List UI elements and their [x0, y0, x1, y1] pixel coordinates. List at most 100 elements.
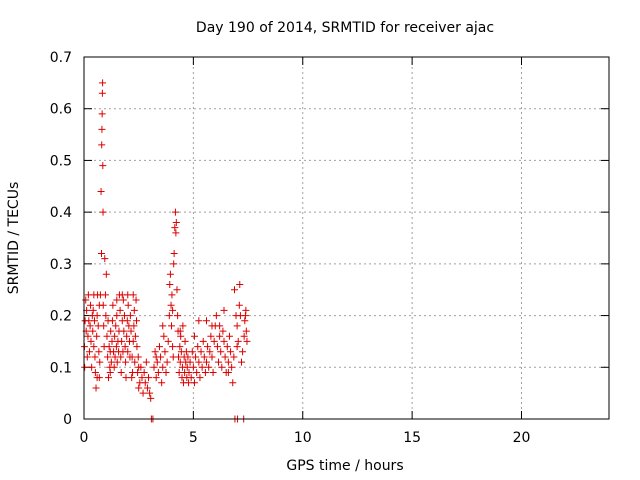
data-point [218, 363, 226, 371]
data-point [200, 353, 208, 361]
data-point [146, 389, 154, 397]
data-point [89, 327, 97, 335]
data-point [152, 353, 160, 361]
data-point [84, 332, 92, 340]
data-point [239, 348, 247, 356]
data-point [171, 208, 179, 216]
data-point [212, 312, 220, 320]
data-point [242, 327, 250, 335]
data-point [183, 363, 191, 371]
data-point [197, 348, 205, 356]
data-point [88, 363, 96, 371]
data-point [104, 353, 112, 361]
data-point [241, 317, 249, 325]
data-point [138, 374, 146, 382]
data-point [100, 322, 108, 330]
data-point [219, 327, 227, 335]
data-point [93, 312, 101, 320]
data-point [161, 348, 169, 356]
data-point [98, 141, 106, 149]
data-point [145, 374, 153, 382]
x-tick-label: 5 [189, 430, 198, 446]
data-point [107, 358, 115, 366]
data-point [133, 343, 141, 351]
data-point [182, 348, 190, 356]
data-point [92, 384, 100, 392]
data-point [140, 368, 148, 376]
data-point [185, 368, 193, 376]
data-point [95, 301, 103, 309]
y-tick-label: 0.4 [50, 205, 72, 221]
data-point [220, 306, 228, 314]
data-point [119, 296, 127, 304]
data-point [82, 296, 90, 304]
data-point [93, 332, 101, 340]
data-point [113, 312, 121, 320]
data-points [80, 79, 251, 423]
data-point [105, 343, 113, 351]
data-point [236, 281, 244, 289]
data-point [86, 322, 94, 330]
data-point [179, 322, 187, 330]
data-point [101, 291, 109, 299]
data-point [129, 291, 137, 299]
data-point [117, 353, 125, 361]
data-point [174, 312, 182, 320]
data-point [109, 301, 117, 309]
data-point [134, 353, 142, 361]
data-point [103, 332, 111, 340]
data-point [113, 296, 121, 304]
data-point [192, 353, 200, 361]
data-point [135, 384, 143, 392]
data-point [194, 343, 202, 351]
x-tick-label: 15 [403, 430, 421, 446]
y-tick-label: 0.2 [50, 309, 72, 325]
data-point [216, 332, 224, 340]
data-point [151, 348, 159, 356]
data-point [127, 327, 135, 335]
data-point [96, 358, 104, 366]
data-point [123, 332, 131, 340]
data-point [168, 322, 175, 330]
data-point [233, 343, 241, 351]
data-point [213, 343, 221, 351]
data-point [216, 322, 224, 330]
data-point [224, 368, 232, 376]
data-point [98, 125, 106, 133]
data-point [118, 337, 126, 345]
data-point [147, 394, 155, 402]
data-point [132, 296, 140, 304]
data-point [129, 337, 137, 345]
data-point [142, 358, 150, 366]
data-point [181, 337, 189, 345]
data-point [141, 379, 149, 387]
data-point [131, 332, 139, 340]
data-point [176, 327, 184, 335]
data-point [98, 110, 106, 118]
data-point [233, 322, 241, 330]
data-point [112, 322, 120, 330]
axis-ticks: 0 0.1 0.2 0.3 0.4 0.5 0.6 0.7 0 5 10 15 20 [50, 50, 609, 446]
data-point [99, 208, 107, 216]
data-point [116, 306, 124, 314]
data-point [227, 348, 235, 356]
data-point [184, 353, 192, 361]
data-point [172, 229, 180, 237]
data-point [120, 312, 128, 320]
data-point [90, 343, 98, 351]
data-point [176, 343, 184, 351]
data-point [203, 317, 210, 325]
data-point [113, 358, 121, 366]
data-point [99, 79, 107, 87]
data-point [228, 363, 236, 371]
data-point [95, 348, 103, 356]
data-point [173, 286, 181, 294]
data-point [196, 374, 204, 382]
data-point [89, 306, 97, 314]
y-tick-label: 0.6 [50, 102, 72, 118]
data-point [102, 270, 110, 278]
data-point [206, 348, 214, 356]
data-point [107, 327, 115, 335]
data-point [131, 358, 139, 366]
data-point [133, 317, 140, 325]
